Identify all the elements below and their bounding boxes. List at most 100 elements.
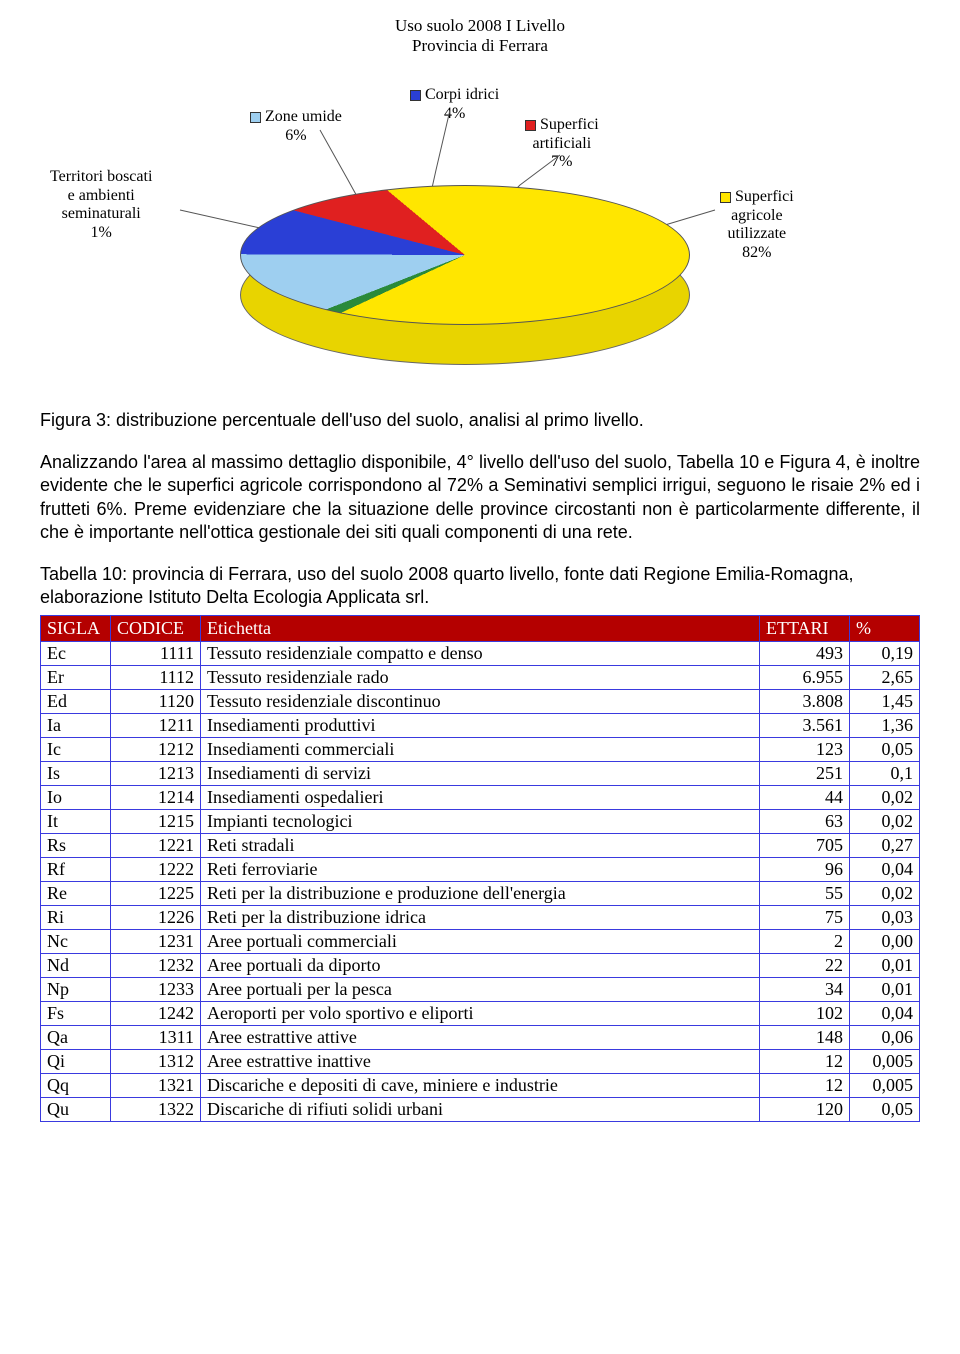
table-cell: Discariche di rifiuti solidi urbani — [201, 1098, 760, 1122]
table-cell: Impianti tecnologici — [201, 810, 760, 834]
chart-label-idrici: Corpi idrici 4% — [410, 68, 499, 123]
table-row: Qa1311Aree estrattive attive1480,06 — [41, 1026, 920, 1050]
table-row: Rf1222Reti ferroviarie960,04 — [41, 858, 920, 882]
table-header-cell: SIGLA — [41, 616, 111, 642]
table-header-cell: Etichetta — [201, 616, 760, 642]
table-cell: Nd — [41, 954, 111, 978]
table-cell: Is — [41, 762, 111, 786]
table-cell: 1226 — [111, 906, 201, 930]
table-cell: 0,02 — [850, 810, 920, 834]
table-row: Ia1211 Insediamenti produttivi3.5611,36 — [41, 714, 920, 738]
table-row: Np1233 Aree portuali per la pesca340,01 — [41, 978, 920, 1002]
table-cell: 0,1 — [850, 762, 920, 786]
table-row: Nc1231Aree portuali commerciali20,00 — [41, 930, 920, 954]
table-cell: Aree portuali da diporto — [201, 954, 760, 978]
table-cell: Aree portuali commerciali — [201, 930, 760, 954]
table-cell: 1232 — [111, 954, 201, 978]
table-cell: 1214 — [111, 786, 201, 810]
table-cell: Qq — [41, 1074, 111, 1098]
table-cell: Rs — [41, 834, 111, 858]
legend-square-icon — [525, 120, 536, 131]
table-row: Er1112Tessuto residenziale rado6.9552,65 — [41, 666, 920, 690]
table-cell: Ri — [41, 906, 111, 930]
table-cell: 96 — [760, 858, 850, 882]
table-cell: 1213 — [111, 762, 201, 786]
table-cell: Aree estrattive attive — [201, 1026, 760, 1050]
table-cell: 0,04 — [850, 1002, 920, 1026]
table-cell: 34 — [760, 978, 850, 1002]
table-cell: 12 — [760, 1074, 850, 1098]
chart-label-umide: Zone umide 6% — [250, 90, 342, 145]
table-cell: 22 — [760, 954, 850, 978]
table-cell: Io — [41, 786, 111, 810]
table-cell: 0,02 — [850, 882, 920, 906]
table-cell: 1233 — [111, 978, 201, 1002]
table-cell: Re — [41, 882, 111, 906]
table-cell: 0,03 — [850, 906, 920, 930]
table-row: Io1214 Insediamenti ospedalieri440,02 — [41, 786, 920, 810]
table-cell: 0,005 — [850, 1074, 920, 1098]
table-row: Is1213Insediamenti di servizi2510,1 — [41, 762, 920, 786]
table-cell: 493 — [760, 642, 850, 666]
figure-caption: Figura 3: distribuzione percentuale dell… — [40, 410, 920, 431]
table-row: Qu1322Discariche di rifiuti solidi urban… — [41, 1098, 920, 1122]
table-cell: 0,02 — [850, 786, 920, 810]
table-cell: 1231 — [111, 930, 201, 954]
table-cell: 1312 — [111, 1050, 201, 1074]
table-cell: Reti ferroviarie — [201, 858, 760, 882]
table-cell: Tessuto residenziale discontinuo — [201, 690, 760, 714]
table-cell: Reti per la distribuzione e produzione d… — [201, 882, 760, 906]
table-cell: 148 — [760, 1026, 850, 1050]
table-cell: 1212 — [111, 738, 201, 762]
table-cell: 251 — [760, 762, 850, 786]
pie-chart: Uso suolo 2008 I Livello Provincia di Fe… — [40, 10, 920, 390]
table-cell: Ic — [41, 738, 111, 762]
table-cell: 1211 — [111, 714, 201, 738]
table-row: Ri1226Reti per la distribuzione idrica75… — [41, 906, 920, 930]
legend-square-icon — [410, 90, 421, 101]
table-body: Ec1111Tessuto residenziale compatto e de… — [41, 642, 920, 1122]
table-cell: Fs — [41, 1002, 111, 1026]
table-row: Nd1232 Aree portuali da diporto220,01 — [41, 954, 920, 978]
table-cell: 1215 — [111, 810, 201, 834]
table-cell: Np — [41, 978, 111, 1002]
table-cell: 0,06 — [850, 1026, 920, 1050]
table-cell: 102 — [760, 1002, 850, 1026]
table-row: Ic1212 Insediamenti commerciali1230,05 — [41, 738, 920, 762]
table-cell: 0,05 — [850, 1098, 920, 1122]
table-row: Qq1321Discariche e depositi di cave, min… — [41, 1074, 920, 1098]
table-cell: 0,01 — [850, 954, 920, 978]
table-cell: 120 — [760, 1098, 850, 1122]
table-cell: 75 — [760, 906, 850, 930]
table-cell: Ia — [41, 714, 111, 738]
table-cell: Qi — [41, 1050, 111, 1074]
table-cell: 44 — [760, 786, 850, 810]
table-cell: 1321 — [111, 1074, 201, 1098]
chart-label-boscati: Territori boscati e ambienti seminatural… — [50, 150, 152, 242]
table-cell: Qu — [41, 1098, 111, 1122]
chart-label-artificiali: Superfici artificiali 7% — [525, 98, 599, 172]
table-cell: 1221 — [111, 834, 201, 858]
table-row: It1215 Impianti tecnologici630,02 — [41, 810, 920, 834]
table-cell: 6.955 — [760, 666, 850, 690]
table-cell: 0,005 — [850, 1050, 920, 1074]
table-cell: 0,01 — [850, 978, 920, 1002]
table-cell: Aree portuali per la pesca — [201, 978, 760, 1002]
table-cell: Qa — [41, 1026, 111, 1050]
table-header-cell: ETTARI — [760, 616, 850, 642]
table-head: SIGLACODICEEtichettaETTARI% — [41, 616, 920, 642]
table-cell: 63 — [760, 810, 850, 834]
pie-body — [240, 170, 690, 370]
table-cell: 3.561 — [760, 714, 850, 738]
table-cell: Insediamenti di servizi — [201, 762, 760, 786]
table-row: Ec1111Tessuto residenziale compatto e de… — [41, 642, 920, 666]
table-cell: Insediamenti produttivi — [201, 714, 760, 738]
table-cell: It — [41, 810, 111, 834]
table-cell: 1111 — [111, 642, 201, 666]
table-cell: 12 — [760, 1050, 850, 1074]
table-cell: 1222 — [111, 858, 201, 882]
table-cell: Er — [41, 666, 111, 690]
table-cell: Ec — [41, 642, 111, 666]
table-cell: 2,65 — [850, 666, 920, 690]
table-cell: Reti stradali — [201, 834, 760, 858]
